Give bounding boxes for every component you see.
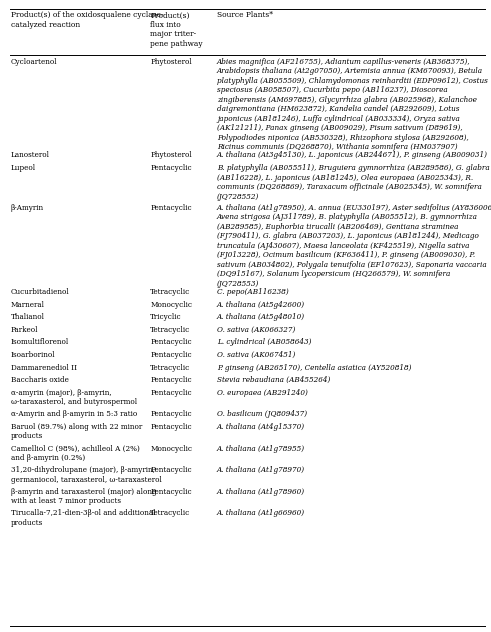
Text: Pentacyclic: Pentacyclic — [150, 488, 192, 495]
Text: Pentacyclic: Pentacyclic — [150, 410, 192, 418]
Text: Camelliol C (98%), achilleol A (2%)
and β-amyrin (0.2%): Camelliol C (98%), achilleol A (2%) and … — [11, 444, 139, 462]
Text: O. europaea (AB291240): O. europaea (AB291240) — [217, 389, 308, 397]
Text: Baccharis oxide: Baccharis oxide — [11, 376, 69, 384]
Text: Pentacyclic: Pentacyclic — [150, 351, 192, 359]
Text: Pentacyclic: Pentacyclic — [150, 204, 192, 212]
Text: Tetracyclic: Tetracyclic — [150, 363, 191, 372]
Text: A. thaliana (At1g66960): A. thaliana (At1g66960) — [217, 509, 305, 518]
Text: Lupeol: Lupeol — [11, 164, 36, 172]
Text: A. thaliana (At4g15370): A. thaliana (At4g15370) — [217, 423, 305, 431]
Text: O. sativa (AK066327): O. sativa (AK066327) — [217, 326, 296, 334]
Text: β-Amyrin: β-Amyrin — [11, 204, 44, 212]
Text: Pentacyclic: Pentacyclic — [150, 466, 192, 474]
Text: Tricyclic: Tricyclic — [150, 313, 182, 321]
Text: Tirucalla-7,21-dien-3β-ol and additional
products: Tirucalla-7,21-dien-3β-ol and additional… — [11, 509, 155, 527]
Text: Parkeol: Parkeol — [11, 326, 38, 334]
Text: Abies magnifica (AF216755), Adiantum capillus-veneris (AB368375),
Arabidopsis th: Abies magnifica (AF216755), Adiantum cap… — [217, 58, 488, 152]
Text: Dammarenediol II: Dammarenediol II — [11, 363, 77, 372]
Text: Pentacyclic: Pentacyclic — [150, 376, 192, 384]
Text: P. ginseng (AB265170), Centella asiatica (AY520818): P. ginseng (AB265170), Centella asiatica… — [217, 363, 411, 372]
Text: α-amyrin (major), β-amyrin,
ω-taraxasterol, and butyrospermol: α-amyrin (major), β-amyrin, ω-taraxaster… — [11, 389, 137, 406]
Text: Tetracyclic: Tetracyclic — [150, 326, 191, 334]
Text: A. thaliana (At1g78950), A. annua (EU330197), Aster sedifolius (AY836006),
Avena: A. thaliana (At1g78950), A. annua (EU330… — [217, 204, 491, 288]
Text: C. pepo(AB116238): C. pepo(AB116238) — [217, 288, 289, 296]
Text: Cycloartenol: Cycloartenol — [11, 58, 57, 66]
Text: A. thaliana (At3g45130), L. japonicus (AB244671), P. ginseng (AB009031): A. thaliana (At3g45130), L. japonicus (A… — [217, 152, 488, 159]
Text: A. thaliana (At1g78970): A. thaliana (At1g78970) — [217, 466, 305, 474]
Text: B. platyphylla (AB055511), Bruguiera gymnorrhiza (AB289586), G. glabra
(AB116228: B. platyphylla (AB055511), Bruguiera gym… — [217, 164, 490, 200]
Text: Monocyclic: Monocyclic — [150, 444, 192, 453]
Text: Pentacyclic: Pentacyclic — [150, 339, 192, 346]
Text: Pentacyclic: Pentacyclic — [150, 164, 192, 172]
Text: 31,20-dihydrolupane (major), β-amyrin,
germaniocol, taraxasterol, ω-taraxasterol: 31,20-dihydrolupane (major), β-amyrin, g… — [11, 466, 162, 483]
Text: L. cylindrical (AB058643): L. cylindrical (AB058643) — [217, 339, 311, 346]
Text: A. thaliana (At5g48010): A. thaliana (At5g48010) — [217, 313, 305, 321]
Text: Cucurbitadienol: Cucurbitadienol — [11, 288, 70, 296]
Text: O. basilicum (JQ809437): O. basilicum (JQ809437) — [217, 410, 307, 418]
Text: β-amyrin and taraxasterol (major) along
with at least 7 minor products: β-amyrin and taraxasterol (major) along … — [11, 488, 157, 505]
Text: A. thaliana (At1g78960): A. thaliana (At1g78960) — [217, 488, 305, 495]
Text: Phytosterol: Phytosterol — [150, 58, 192, 66]
Text: Tetracyclic: Tetracyclic — [150, 509, 191, 518]
Text: Isoarborinol: Isoarborinol — [11, 351, 55, 359]
Text: Thalianol: Thalianol — [11, 313, 45, 321]
Text: Source Plants*: Source Plants* — [217, 11, 273, 20]
Text: α-Amyrin and β-amyrin in 5:3 ratio: α-Amyrin and β-amyrin in 5:3 ratio — [11, 410, 137, 418]
Text: A. thaliana (At1g78955): A. thaliana (At1g78955) — [217, 444, 305, 453]
Text: Pentacyclic: Pentacyclic — [150, 389, 192, 397]
Text: Product(s) of the oxidosqualene cyclase-
catalyzed reaction: Product(s) of the oxidosqualene cyclase-… — [11, 11, 164, 29]
Text: Product(s)
flux into
major triter-
pene pathway: Product(s) flux into major triter- pene … — [150, 11, 203, 48]
Text: Pentacyclic: Pentacyclic — [150, 423, 192, 431]
Text: Tetracyclic: Tetracyclic — [150, 288, 191, 296]
Text: Marneral: Marneral — [11, 301, 45, 308]
Text: A. thaliana (At5g42600): A. thaliana (At5g42600) — [217, 301, 305, 308]
Text: Isomultiflorenol: Isomultiflorenol — [11, 339, 69, 346]
Text: Stevia rebaudiana (AB455264): Stevia rebaudiana (AB455264) — [217, 376, 330, 384]
Text: O. sativa (AK067451): O. sativa (AK067451) — [217, 351, 296, 359]
Text: Baruol (89.7%) along with 22 minor
products: Baruol (89.7%) along with 22 minor produ… — [11, 423, 142, 441]
Text: Phytosterol: Phytosterol — [150, 152, 192, 159]
Text: Monocyclic: Monocyclic — [150, 301, 192, 308]
Text: Lanosterol: Lanosterol — [11, 152, 50, 159]
